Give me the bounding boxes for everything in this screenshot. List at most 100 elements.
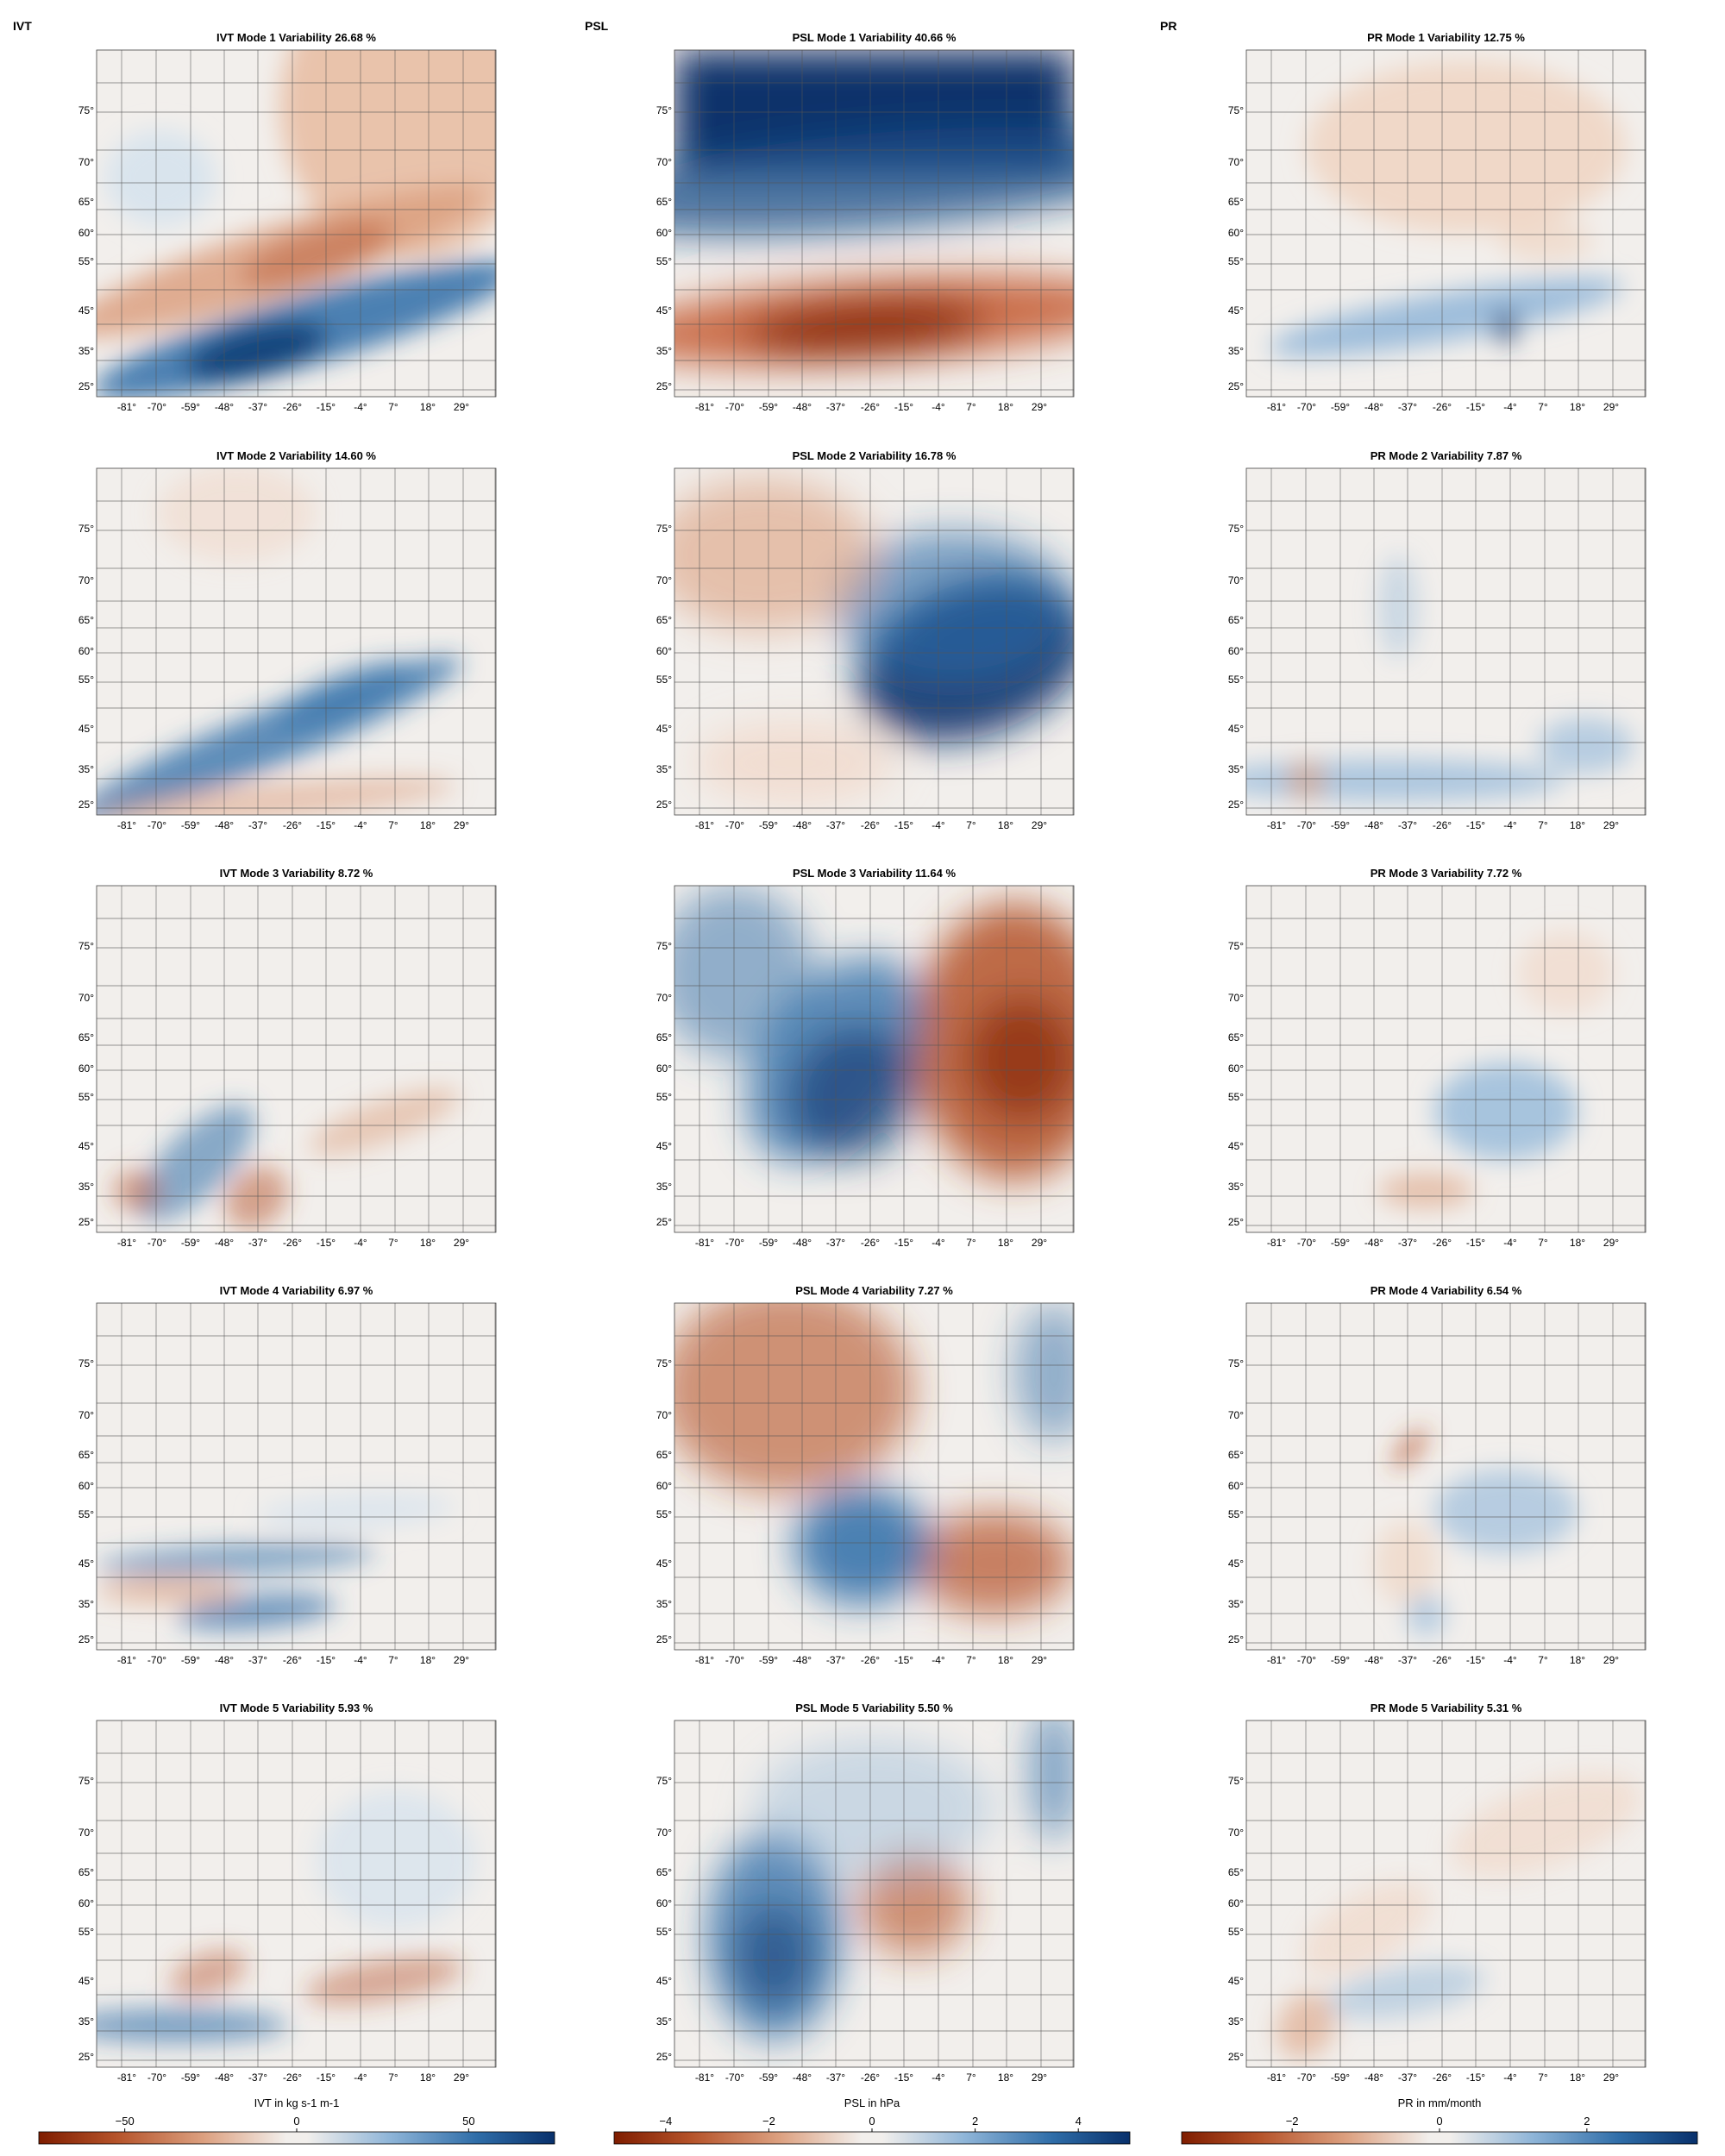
gridlines <box>97 1303 496 1650</box>
anomaly-field <box>674 1303 1074 1650</box>
panel-title: IVT Mode 2 Variability 14.60 % <box>216 449 376 462</box>
colorbar-gradient <box>1181 2131 1698 2145</box>
gridlines <box>674 50 1074 397</box>
x-tick-label: -4° <box>932 2071 945 2084</box>
x-tick-label: -59° <box>181 1237 200 1249</box>
colorbar-label: PR in mm/month <box>1398 2096 1482 2109</box>
x-tick-label: -70° <box>147 2071 166 2084</box>
panel-title: PSL Mode 1 Variability 40.66 % <box>793 31 957 44</box>
panel-frame <box>1245 1302 1647 1651</box>
y-tick-label: 65° <box>656 196 672 208</box>
y-tick-label: 75° <box>656 104 672 116</box>
y-tick-label: 55° <box>78 1926 94 1938</box>
y-tick-label: 75° <box>78 1357 94 1369</box>
panel-pr-mode-4: PR Mode 4 Variability 6.54 % -81° -70° -59°… <box>1228 1284 1647 1666</box>
x-tick-label: -81° <box>695 401 714 413</box>
x-tick-label: -37° <box>826 1654 845 1666</box>
y-tick-label: 35° <box>1228 1181 1244 1193</box>
y-tick-label: 70° <box>78 1409 94 1421</box>
panel-frame <box>1245 467 1647 816</box>
y-tick-label: 35° <box>1228 2015 1244 2028</box>
x-tick-label: 7° <box>388 2071 398 2084</box>
gridlines <box>674 468 1074 815</box>
x-tick-label: -37° <box>1398 2071 1417 2084</box>
x-tick-label: -4° <box>354 2071 367 2084</box>
x-tick-label: -15° <box>1466 1237 1485 1249</box>
x-tick-label: 18° <box>998 819 1013 831</box>
anomaly-field <box>97 1303 496 1650</box>
y-tick-label: 35° <box>78 763 94 775</box>
gridlines <box>97 886 496 1232</box>
x-tick-label: 29° <box>1603 1237 1619 1249</box>
y-tick-label: 25° <box>78 799 94 811</box>
x-tick-label: 18° <box>420 1654 436 1666</box>
panel-frame <box>1245 1720 1647 2068</box>
y-tick-label: 25° <box>1228 799 1244 811</box>
x-tick-label: -15° <box>317 819 336 831</box>
y-tick-label: 35° <box>78 345 94 357</box>
x-tick-label: -81° <box>1267 2071 1286 2084</box>
colorbar-tick-label: −50 <box>116 2115 135 2128</box>
x-tick-label: -70° <box>725 2071 744 2084</box>
y-tick-label: 25° <box>78 1633 94 1645</box>
x-tick-label: 7° <box>1538 1654 1548 1666</box>
panel-frame <box>1245 49 1647 398</box>
y-tick-label: 55° <box>1228 674 1244 686</box>
y-tick-label: 55° <box>656 1091 672 1103</box>
x-tick-label: -70° <box>725 1654 744 1666</box>
y-tick-label: 60° <box>78 1480 94 1492</box>
y-tick-label: 75° <box>656 523 672 535</box>
gridlines <box>674 886 1074 1232</box>
colorbar-tick-label: 4 <box>1076 2115 1082 2128</box>
panel-title: PSL Mode 5 Variability 5.50 % <box>795 1702 953 1714</box>
y-tick-label: 45° <box>1228 723 1244 735</box>
y-tick-label: 25° <box>656 380 672 392</box>
x-tick-label: -37° <box>826 401 845 413</box>
x-tick-label: -70° <box>147 1654 166 1666</box>
y-tick-label: 35° <box>1228 763 1244 775</box>
colorbar-tick-label: −2 <box>762 2115 775 2128</box>
x-tick-label: -15° <box>1466 819 1485 831</box>
y-tick-label: 55° <box>1228 1508 1244 1520</box>
y-tick-label: 75° <box>656 940 672 952</box>
y-tick-label: 60° <box>1228 1480 1244 1492</box>
x-tick-label: -26° <box>1433 2071 1452 2084</box>
gridlines <box>97 1720 496 2067</box>
x-tick-label: 29° <box>1603 401 1619 413</box>
panel-frame <box>96 1302 497 1651</box>
x-tick-label: 18° <box>420 401 436 413</box>
y-tick-label: 70° <box>1228 156 1244 168</box>
x-tick-label: -15° <box>1466 1654 1485 1666</box>
y-tick-label: 70° <box>656 1827 672 1839</box>
y-tick-label: 70° <box>1228 1827 1244 1839</box>
x-tick-label: 18° <box>420 1237 436 1249</box>
y-tick-label: 35° <box>656 763 672 775</box>
y-tick-label: 35° <box>1228 1598 1244 1610</box>
x-tick-label: -59° <box>181 1654 200 1666</box>
x-tick-label: -37° <box>1398 401 1417 413</box>
x-tick-label: 7° <box>966 819 976 831</box>
y-tick-label: 35° <box>78 2015 94 2028</box>
x-tick-label: 29° <box>1032 2071 1047 2084</box>
x-tick-label: -70° <box>1297 1654 1316 1666</box>
y-tick-label: 60° <box>1228 1897 1244 1909</box>
column-header-pr: PR <box>1160 19 1177 33</box>
x-tick-label: -37° <box>826 1237 845 1249</box>
x-tick-label: -48° <box>215 401 234 413</box>
y-tick-label: 45° <box>1228 1975 1244 1987</box>
x-tick-label: 7° <box>388 401 398 413</box>
x-tick-label: 18° <box>1570 1654 1585 1666</box>
x-tick-label: -59° <box>759 1654 778 1666</box>
y-tick-label: 35° <box>78 1181 94 1193</box>
x-tick-label: -59° <box>181 2071 200 2084</box>
x-tick-label: -26° <box>861 2071 880 2084</box>
x-tick-label: 29° <box>454 1237 469 1249</box>
y-tick-label: 65° <box>656 1031 672 1044</box>
colorbar-pr: PR in mm/month −2 0 2 <box>1181 2096 1698 2145</box>
panel-ivt-mode-4: IVT Mode 4 Variability 6.97 % -81° -70° -59… <box>78 1284 497 1666</box>
panel-frame <box>674 1302 1075 1651</box>
x-tick-label: 29° <box>1603 1654 1619 1666</box>
x-tick-label: -15° <box>317 1654 336 1666</box>
gridlines <box>1246 1720 1646 2067</box>
x-tick-label: -26° <box>283 1654 302 1666</box>
